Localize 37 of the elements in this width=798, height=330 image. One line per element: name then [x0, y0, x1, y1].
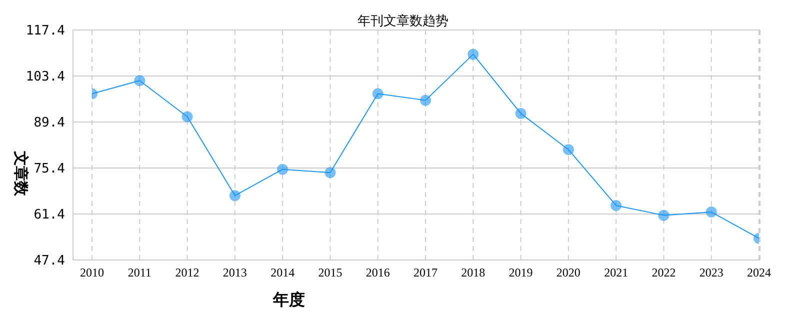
x-tick-label: 2017: [414, 266, 438, 280]
y-tick-label: 89.4: [34, 116, 66, 131]
point: [706, 206, 717, 218]
point: [372, 88, 384, 100]
y-tick-label: 47.4: [34, 254, 66, 269]
x-tick-label: 2024: [747, 266, 771, 280]
y-axis-title: 文章数: [10, 150, 30, 196]
x-tick-label: 2010: [80, 266, 104, 280]
x-axis-title: 年度: [273, 290, 305, 311]
x-tick-label: 2023: [699, 266, 724, 280]
x-tick-label: 2018: [461, 266, 486, 280]
point: [324, 167, 336, 178]
point: [515, 108, 526, 119]
y-tick-label: 117.4: [26, 24, 66, 39]
point: [562, 144, 574, 156]
y-tick-label: 61.4: [34, 208, 66, 223]
point: [182, 111, 193, 122]
x-tick-label: 2020: [556, 266, 580, 280]
point: [277, 164, 288, 175]
chart-title: 年刊文章数趋势: [358, 14, 448, 29]
x-tick-label: 2016: [366, 266, 390, 280]
point: [610, 200, 622, 211]
y-tick-label: 75.4: [34, 162, 66, 177]
y-tick-label: 103.4: [26, 70, 66, 85]
x-tick-label: 2013: [222, 266, 247, 280]
point: [658, 210, 670, 221]
x-tick-label: 2021: [604, 266, 628, 280]
x-tick-label: 2019: [508, 266, 533, 280]
x-tick-label: 2022: [652, 266, 676, 280]
point: [229, 190, 240, 202]
x-tick-label: 2014: [270, 266, 295, 280]
x-tick-label: 2015: [318, 266, 342, 280]
point: [134, 75, 146, 86]
x-tick-label: 2012: [175, 266, 200, 280]
point: [420, 94, 431, 106]
x-tick-label: 2011: [128, 266, 152, 280]
point: [468, 48, 479, 60]
